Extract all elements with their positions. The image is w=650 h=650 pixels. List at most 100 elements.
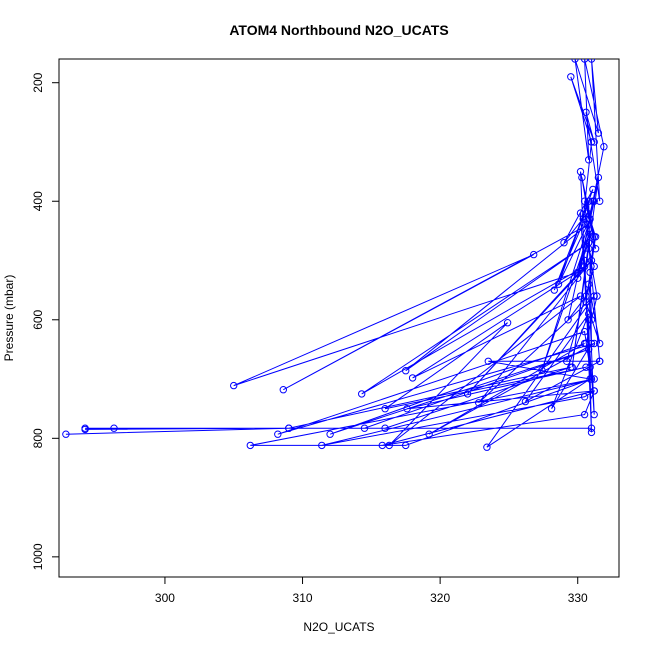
data-point	[586, 227, 594, 235]
data-point	[230, 381, 238, 390]
data-point	[554, 280, 563, 288]
data-point	[318, 441, 326, 450]
series-layer	[62, 59, 608, 451]
data-point	[475, 399, 483, 407]
data-point	[484, 357, 492, 365]
data-point	[587, 428, 596, 437]
data-point	[589, 197, 597, 205]
data-point	[580, 256, 589, 265]
data-point	[408, 374, 417, 382]
data-point	[574, 274, 582, 282]
data-point	[587, 256, 596, 265]
data-point	[564, 316, 572, 324]
y-tick-label: 400	[31, 191, 45, 211]
data-point	[585, 280, 593, 288]
x-axis-label: N2O_UCATS	[303, 620, 374, 634]
x-axis: 300 310 320 330	[155, 576, 588, 605]
data-point	[590, 138, 598, 146]
data-point	[582, 363, 590, 371]
data-point	[590, 292, 598, 300]
data-point	[596, 339, 604, 348]
data-point	[463, 390, 472, 398]
data-point	[110, 424, 118, 432]
data-point	[81, 424, 89, 432]
x-tick-label: 330	[568, 591, 588, 605]
data-point	[402, 441, 410, 450]
data-point	[580, 262, 589, 271]
data-point	[590, 387, 598, 395]
data-point	[580, 393, 589, 401]
data-point	[586, 363, 594, 371]
data-point	[576, 292, 585, 300]
data-point	[568, 363, 576, 371]
data-point	[585, 245, 593, 253]
data-point	[402, 367, 410, 375]
x-tick-label: 320	[430, 591, 450, 605]
y-axis: 200 400 600 800 1000	[31, 72, 60, 570]
data-point	[574, 268, 582, 277]
data-point	[580, 197, 589, 205]
data-point	[358, 390, 366, 398]
data-point	[593, 292, 601, 300]
data-point	[285, 424, 293, 432]
data-point	[547, 405, 556, 413]
data-point	[587, 59, 596, 63]
data-point	[585, 197, 593, 205]
data-point	[585, 215, 593, 223]
data-point	[576, 209, 585, 217]
data-point	[590, 375, 598, 383]
data-point	[594, 173, 603, 182]
data-point	[550, 286, 558, 294]
data-point	[590, 262, 598, 271]
data-point	[591, 233, 600, 241]
series-group	[62, 59, 608, 451]
data-point	[538, 366, 546, 374]
data-point	[571, 59, 579, 63]
y-tick-label: 200	[31, 72, 45, 92]
data-point	[587, 424, 596, 432]
data-point	[483, 443, 491, 451]
data-point	[403, 405, 411, 413]
data-point	[567, 73, 575, 81]
series-line	[65, 59, 605, 448]
data-point	[580, 327, 589, 336]
data-point	[582, 108, 590, 117]
data-point	[589, 185, 597, 194]
data-point	[62, 430, 70, 438]
data-point	[521, 397, 530, 406]
data-point	[425, 430, 433, 438]
data-point	[378, 441, 386, 450]
data-point	[530, 250, 538, 259]
data-point	[586, 375, 594, 383]
data-point	[587, 339, 596, 348]
data-point	[381, 424, 389, 432]
chart-title: ATOM4 Northbound N2O_UCATS	[229, 22, 448, 38]
data-point	[585, 156, 593, 164]
data-point	[381, 405, 389, 413]
y-axis-label: Pressure (mbar)	[2, 275, 16, 362]
data-point	[274, 430, 282, 438]
data-point	[578, 173, 586, 182]
data-point	[582, 298, 590, 306]
data-point	[587, 138, 596, 146]
data-point	[585, 345, 593, 354]
data-point	[586, 268, 594, 277]
data-point	[594, 129, 603, 137]
x-tick-label: 310	[293, 591, 313, 605]
data-point	[360, 424, 369, 432]
data-point	[600, 143, 608, 151]
data-point	[585, 316, 593, 324]
data-point	[582, 339, 590, 348]
data-point	[385, 441, 393, 450]
data-point	[590, 410, 598, 419]
data-point	[279, 386, 287, 394]
data-point	[579, 215, 587, 223]
data-point	[326, 430, 334, 438]
data-point	[587, 316, 596, 324]
data-point	[563, 357, 571, 365]
y-tick-label: 1000	[31, 543, 45, 570]
data-point	[590, 339, 598, 348]
data-point	[580, 410, 589, 419]
data-point	[596, 357, 604, 365]
